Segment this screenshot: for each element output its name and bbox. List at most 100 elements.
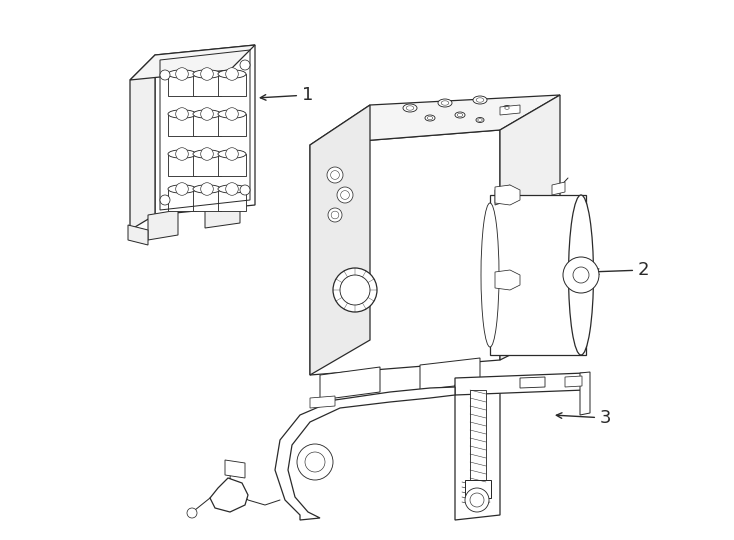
- Polygon shape: [218, 114, 246, 136]
- Circle shape: [200, 148, 214, 160]
- Ellipse shape: [193, 70, 221, 78]
- Polygon shape: [310, 130, 500, 375]
- Circle shape: [563, 257, 599, 293]
- Ellipse shape: [476, 98, 484, 102]
- Polygon shape: [495, 185, 520, 205]
- Ellipse shape: [403, 104, 417, 112]
- Circle shape: [160, 195, 170, 205]
- Circle shape: [328, 208, 342, 222]
- Ellipse shape: [438, 99, 452, 107]
- Polygon shape: [168, 74, 196, 96]
- Ellipse shape: [218, 150, 246, 158]
- Polygon shape: [420, 358, 480, 390]
- Circle shape: [327, 167, 343, 183]
- Ellipse shape: [168, 185, 196, 193]
- Polygon shape: [155, 45, 255, 215]
- Polygon shape: [218, 189, 246, 211]
- Polygon shape: [490, 195, 586, 355]
- Ellipse shape: [569, 195, 594, 355]
- Polygon shape: [565, 376, 582, 387]
- Circle shape: [341, 191, 349, 199]
- Ellipse shape: [218, 110, 246, 118]
- Polygon shape: [168, 154, 196, 176]
- Ellipse shape: [478, 119, 482, 122]
- Polygon shape: [495, 270, 520, 290]
- Circle shape: [200, 68, 214, 80]
- Circle shape: [340, 275, 370, 305]
- Ellipse shape: [505, 106, 509, 110]
- Polygon shape: [310, 396, 335, 408]
- Circle shape: [225, 68, 239, 80]
- Polygon shape: [320, 367, 380, 400]
- Circle shape: [200, 107, 214, 120]
- Text: 2: 2: [593, 261, 650, 279]
- Circle shape: [240, 60, 250, 70]
- Polygon shape: [193, 189, 221, 211]
- Polygon shape: [500, 95, 560, 360]
- Text: 3: 3: [556, 409, 611, 427]
- Circle shape: [470, 493, 484, 507]
- Polygon shape: [495, 185, 510, 205]
- Circle shape: [297, 444, 333, 480]
- Polygon shape: [218, 154, 246, 176]
- Circle shape: [175, 148, 189, 160]
- Polygon shape: [218, 74, 246, 96]
- Circle shape: [175, 68, 189, 80]
- Polygon shape: [275, 387, 455, 520]
- Polygon shape: [128, 225, 148, 245]
- Ellipse shape: [168, 150, 196, 158]
- Polygon shape: [465, 480, 491, 498]
- Circle shape: [305, 452, 325, 472]
- Ellipse shape: [425, 115, 435, 121]
- Ellipse shape: [193, 185, 221, 193]
- Ellipse shape: [481, 203, 499, 347]
- Circle shape: [160, 70, 170, 80]
- Polygon shape: [455, 373, 585, 395]
- Circle shape: [331, 211, 339, 219]
- Polygon shape: [310, 105, 370, 375]
- Polygon shape: [130, 55, 155, 230]
- Ellipse shape: [218, 185, 246, 193]
- Ellipse shape: [441, 101, 449, 105]
- Polygon shape: [470, 390, 486, 480]
- Polygon shape: [148, 210, 178, 240]
- Circle shape: [573, 267, 589, 283]
- Circle shape: [225, 183, 239, 195]
- Ellipse shape: [427, 116, 433, 120]
- Polygon shape: [168, 114, 196, 136]
- Circle shape: [333, 268, 377, 312]
- Circle shape: [330, 171, 339, 179]
- Ellipse shape: [476, 118, 484, 123]
- Polygon shape: [552, 182, 565, 195]
- Polygon shape: [168, 189, 196, 211]
- Polygon shape: [210, 478, 248, 512]
- Polygon shape: [520, 377, 545, 388]
- Ellipse shape: [503, 105, 511, 111]
- Polygon shape: [205, 200, 240, 228]
- Polygon shape: [193, 114, 221, 136]
- Circle shape: [240, 185, 250, 195]
- Ellipse shape: [168, 110, 196, 118]
- Polygon shape: [580, 372, 590, 415]
- Circle shape: [175, 183, 189, 195]
- Polygon shape: [500, 105, 520, 115]
- Circle shape: [225, 148, 239, 160]
- Text: 1: 1: [261, 86, 313, 104]
- Circle shape: [225, 107, 239, 120]
- Polygon shape: [455, 380, 500, 520]
- Ellipse shape: [168, 70, 196, 78]
- Ellipse shape: [457, 113, 462, 117]
- Polygon shape: [225, 460, 245, 478]
- Ellipse shape: [193, 150, 221, 158]
- Polygon shape: [193, 74, 221, 96]
- Circle shape: [175, 107, 189, 120]
- Circle shape: [187, 508, 197, 518]
- Circle shape: [337, 187, 353, 203]
- Circle shape: [200, 183, 214, 195]
- Polygon shape: [193, 154, 221, 176]
- Polygon shape: [310, 95, 560, 145]
- Ellipse shape: [473, 96, 487, 104]
- Circle shape: [465, 488, 489, 512]
- Ellipse shape: [406, 106, 414, 110]
- Polygon shape: [130, 45, 255, 80]
